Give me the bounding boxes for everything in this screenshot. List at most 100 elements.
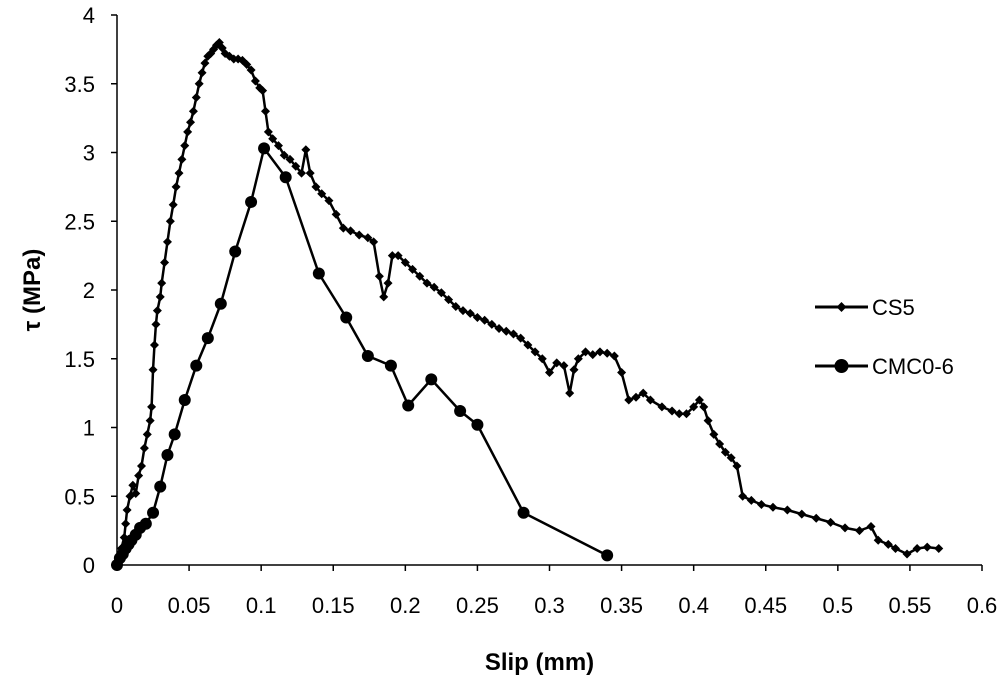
data-point-cs5 [689, 402, 699, 412]
data-point-cs5 [258, 86, 268, 96]
data-point-cmc0-6 [361, 350, 374, 362]
data-point-cs5 [797, 509, 807, 519]
data-point-cs5 [602, 348, 612, 358]
data-point-cs5 [674, 409, 684, 419]
x-tick-label: 0.45 [744, 593, 787, 618]
data-point-cs5 [444, 295, 454, 305]
data-point-cs5 [200, 58, 210, 68]
data-point-cs5 [565, 388, 575, 398]
data-point-cs5 [581, 347, 591, 357]
data-point-cs5 [162, 237, 172, 247]
x-tick-label: 0.05 [168, 593, 211, 618]
data-point-cs5 [645, 395, 655, 405]
data-point-cmc0-6 [279, 171, 292, 184]
data-point-cs5 [393, 251, 403, 261]
data-point-cs5 [180, 141, 190, 151]
data-point-cmc0-6 [471, 418, 484, 431]
data-point-cs5 [530, 347, 540, 357]
series-cmc0-6 [111, 142, 614, 571]
y-tick-label: 4 [83, 3, 95, 28]
data-point-cs5 [177, 154, 187, 164]
data-point-cs5 [250, 76, 260, 86]
data-point-cs5 [487, 319, 497, 329]
x-tick-label: 0.3 [534, 593, 565, 618]
data-point-cs5 [694, 395, 704, 405]
data-point-cs5 [631, 392, 641, 402]
y-tick-label: 2 [83, 278, 95, 303]
x-tick-label: 0.2 [390, 593, 421, 618]
data-point-cs5 [174, 168, 184, 178]
data-point-cs5 [171, 182, 181, 192]
x-tick-label: 0 [111, 593, 123, 618]
data-point-cs5 [715, 439, 725, 449]
data-point-cmc0-6 [229, 245, 242, 258]
data-point-cs5 [305, 168, 315, 178]
data-point-cmc0-6 [601, 549, 614, 562]
x-tick-label: 0.35 [600, 593, 643, 618]
data-point-cs5 [131, 489, 141, 498]
data-point-cmc0-6 [384, 359, 397, 372]
y-tick-label: 2.5 [64, 209, 95, 234]
data-point-cs5 [703, 416, 713, 426]
data-point-cs5 [149, 340, 159, 350]
data-point-cs5 [331, 209, 341, 219]
data-point-cs5 [609, 351, 619, 361]
data-point-cs5 [595, 347, 605, 357]
data-point-cs5 [165, 216, 175, 226]
data-point-cs5 [121, 519, 131, 529]
data-point-cs5 [157, 278, 167, 288]
legend-marker-cs5 [836, 302, 847, 312]
data-point-cmc0-6 [154, 480, 167, 493]
series-cs5 [112, 38, 944, 570]
data-point-cs5 [285, 154, 295, 164]
x-tick-label: 0.6 [967, 593, 998, 618]
data-point-cs5 [573, 354, 583, 364]
data-point-cs5 [709, 429, 719, 439]
data-point-cs5 [260, 106, 270, 116]
data-point-cs5 [186, 117, 196, 127]
data-point-cmc0-6 [517, 506, 530, 519]
data-point-cs5 [667, 406, 677, 416]
data-point-cmc0-6 [168, 428, 181, 441]
data-point-cs5 [147, 402, 157, 412]
data-point-cs5 [311, 182, 321, 192]
data-point-cs5 [472, 313, 482, 322]
data-point-cs5 [624, 395, 634, 405]
y-tick-label: 3.5 [64, 72, 95, 97]
data-point-cs5 [501, 326, 511, 336]
data-point-cs5 [508, 329, 518, 339]
data-point-cs5 [155, 292, 165, 302]
legend-marker-cmc0-6 [834, 359, 849, 373]
data-point-cs5 [883, 539, 893, 549]
data-point-cs5 [317, 189, 327, 199]
x-ticks: 0 0.05 0.1 0.15 0.2 0.25 0.3 0.35 0.4 0.45 0.5 0.55… [111, 565, 997, 618]
data-point-cs5 [145, 416, 155, 426]
legend: CS5 CMC0-6 [815, 295, 954, 379]
data-point-cs5 [387, 251, 397, 261]
data-point-cmc0-6 [214, 297, 227, 310]
y-tick-label: 1 [83, 416, 95, 441]
data-point-cs5 [354, 230, 364, 240]
y-tick-label: 1.5 [64, 347, 95, 372]
data-point-cs5 [152, 306, 162, 316]
data-point-cs5 [891, 544, 900, 553]
data-point-cmc0-6 [312, 267, 325, 280]
x-tick-label: 0.55 [889, 593, 932, 618]
data-point-cs5 [552, 358, 562, 368]
data-point-cs5 [338, 223, 348, 233]
data-point-cs5 [720, 447, 730, 457]
data-point-cs5 [128, 480, 138, 490]
data-point-cs5 [188, 106, 198, 116]
data-point-cs5 [922, 542, 932, 552]
data-point-cs5 [363, 233, 373, 243]
data-point-cs5 [160, 258, 170, 267]
data-point-cs5 [494, 324, 504, 333]
data-point-cs5 [617, 368, 627, 377]
data-point-cmc0-6 [139, 517, 152, 530]
data-point-cs5 [768, 502, 778, 512]
data-point-cs5 [122, 505, 132, 515]
legend-item-cs5: CS5 [815, 295, 915, 320]
data-point-cs5 [194, 79, 204, 89]
data-point-cs5 [139, 443, 149, 453]
